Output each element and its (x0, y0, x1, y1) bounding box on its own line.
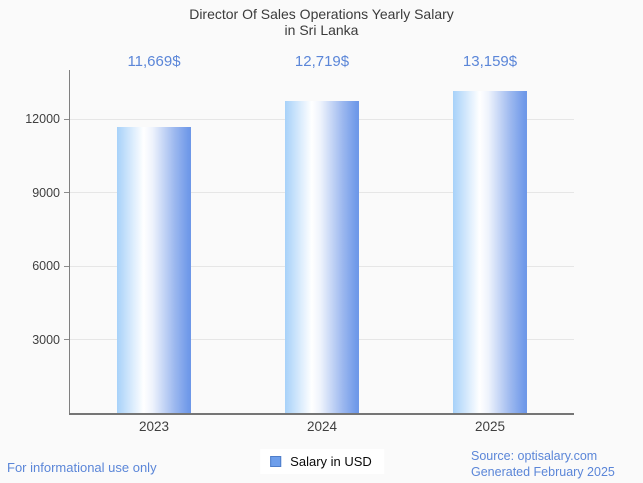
disclaimer-text: For informational use only (7, 460, 157, 475)
chart-title: Director Of Sales Operations Yearly Sala… (0, 6, 643, 38)
x-tick-label-2025: 2025 (474, 419, 506, 434)
legend-label: Salary in USD (290, 454, 372, 469)
bar-2024[interactable] (285, 101, 359, 413)
legend[interactable]: Salary in USD (260, 449, 384, 474)
y-tick-label: 3000 (32, 332, 60, 347)
x-tick-label-2024: 2024 (306, 419, 338, 434)
y-axis-tick (64, 118, 70, 120)
legend-swatch-icon (270, 456, 282, 467)
y-tick-label: 9000 (32, 185, 60, 200)
source-text[interactable]: Source: optisalary.com (471, 449, 598, 463)
y-tick-label: 6000 (32, 259, 60, 273)
value-label-2023: 11,669$ (127, 53, 181, 70)
value-label-2025: 13,159$ (462, 53, 518, 70)
bar-2025[interactable] (453, 90, 527, 413)
generated-text: Generated February 2025 (471, 465, 615, 479)
chart-title-line1: Director Of Sales Operations Yearly Sala… (189, 6, 454, 22)
bar-2023[interactable] (117, 127, 191, 413)
y-axis-tick (64, 192, 70, 193)
chart-title-line2: in Sri Lanka (284, 22, 359, 38)
x-axis-line (69, 413, 574, 415)
x-tick-label-2023: 2023 (138, 419, 170, 434)
source-block: Source: optisalary.com Generated Februar… (471, 448, 615, 480)
value-label-2024: 12,719$ (294, 53, 350, 70)
y-tick-label: 12000 (25, 112, 60, 126)
y-axis-tick (64, 339, 70, 340)
y-axis-line (69, 70, 70, 414)
y-axis-tick (64, 265, 70, 267)
